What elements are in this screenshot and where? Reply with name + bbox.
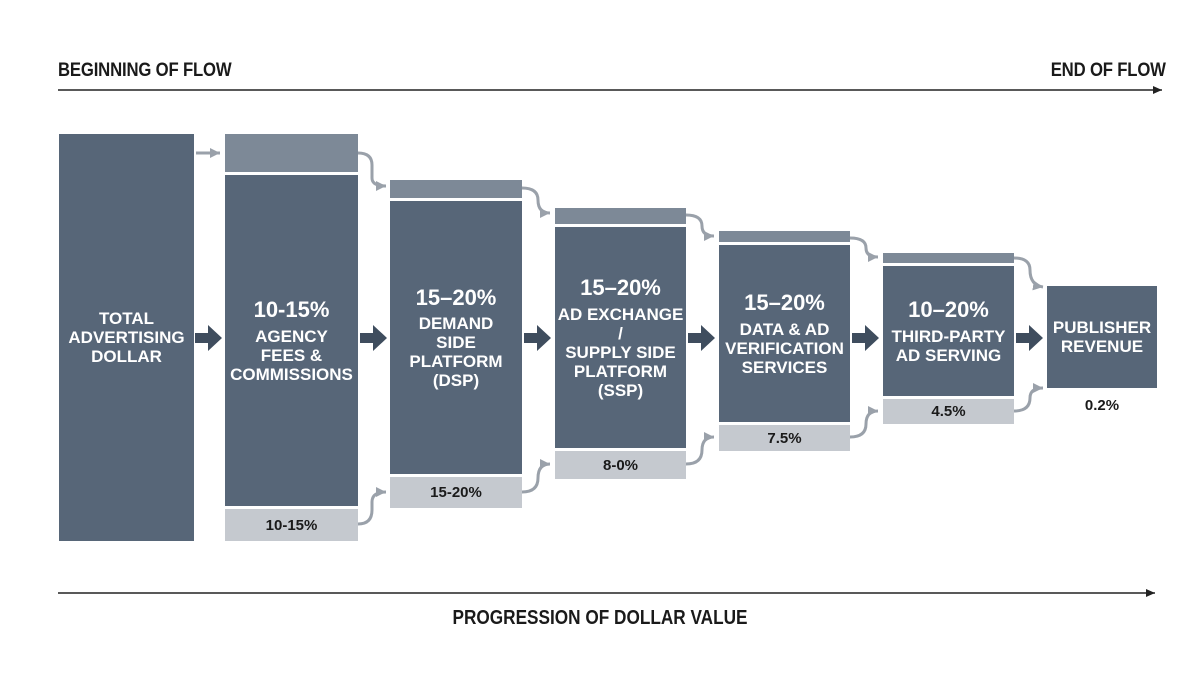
top-connector-5: [1013, 256, 1044, 291]
top-connector-3: [685, 213, 715, 241]
bottom-connector-2: [521, 459, 551, 494]
bottom-connector-5: [1013, 383, 1044, 413]
stage-verification-retained: 7.5%: [719, 425, 850, 451]
stage-agency-cap: [225, 134, 358, 172]
stage-ssp-retained: 8-0%: [555, 451, 686, 479]
main-flow-arrow-2: [360, 325, 387, 351]
bottom-connector-1: [357, 487, 387, 526]
stage-percent: 10-15%: [253, 297, 330, 323]
stage-verification-cap: [719, 231, 850, 242]
progression-of-dollar-value-label: PROGRESSION OF DOLLAR VALUE: [452, 607, 748, 629]
stage-percent: 15–20%: [415, 284, 497, 310]
stage-label: DEMAND SIDE PLATFORM (DSP): [409, 314, 503, 391]
bottom-connector-3: [685, 432, 715, 466]
top-connector-1: [357, 151, 387, 191]
stage-agency-retained: 10-15%: [225, 509, 358, 541]
stage-total-advertising-dollar: TOTAL ADVERTISING DOLLAR: [59, 134, 194, 541]
bottom-connector-4: [849, 406, 879, 439]
stage-adserving-cap: [883, 253, 1014, 263]
main-flow-arrow-4: [688, 325, 715, 351]
beginning-of-flow-label: BEGINNING OF FLOW: [58, 60, 232, 81]
publisher-revenue-value: 0.2%: [1084, 397, 1120, 414]
top-connector-2: [521, 186, 551, 218]
main-flow-arrow-6: [1016, 325, 1043, 351]
stage-percent: 15–20%: [580, 275, 661, 301]
stage-label: PUBLISHER REVENUE: [1052, 317, 1152, 356]
stage-dsp-retained: 15-20%: [390, 477, 522, 508]
stage-label: AD EXCHANGE / SUPPLY SIDE PLATFORM (SSP): [557, 304, 684, 400]
stage-label: THIRD-PARTY AD SERVING: [891, 326, 1006, 365]
main-flow-arrow-1: [195, 325, 222, 351]
stage-agency-fees: 10-15% AGENCY FEES & COMMISSIONS: [225, 175, 358, 506]
stage-demand-side-platform: 15–20% DEMAND SIDE PLATFORM (DSP): [390, 201, 522, 474]
stage-percent: 15–20%: [744, 290, 825, 316]
stage-data-ad-verification: 15–20% DATA & AD VERIFICATION SERVICES: [719, 245, 850, 422]
stage-label: TOTAL ADVERTISING DOLLAR: [68, 308, 185, 367]
stage-third-party-ad-serving: 10–20% THIRD-PARTY AD SERVING: [883, 266, 1014, 396]
stage-dsp-cap: [390, 180, 522, 198]
stage-publisher-revenue: PUBLISHER REVENUE: [1047, 286, 1157, 388]
stage-percent: 10–20%: [908, 297, 989, 323]
main-flow-arrow-3: [524, 325, 551, 351]
stage-ssp-cap: [555, 208, 686, 224]
stage-adserving-retained: 4.5%: [883, 399, 1014, 424]
stage-ad-exchange-ssp: 15–20% AD EXCHANGE / SUPPLY SIDE PLATFOR…: [555, 227, 686, 448]
main-flow-arrow-5: [852, 325, 879, 351]
end-of-flow-label: END OF FLOW: [1050, 60, 1166, 81]
top-connector-4: [849, 236, 879, 262]
stage-label: DATA & AD VERIFICATION SERVICES: [725, 319, 844, 377]
stage-label: AGENCY FEES & COMMISSIONS: [230, 326, 353, 384]
